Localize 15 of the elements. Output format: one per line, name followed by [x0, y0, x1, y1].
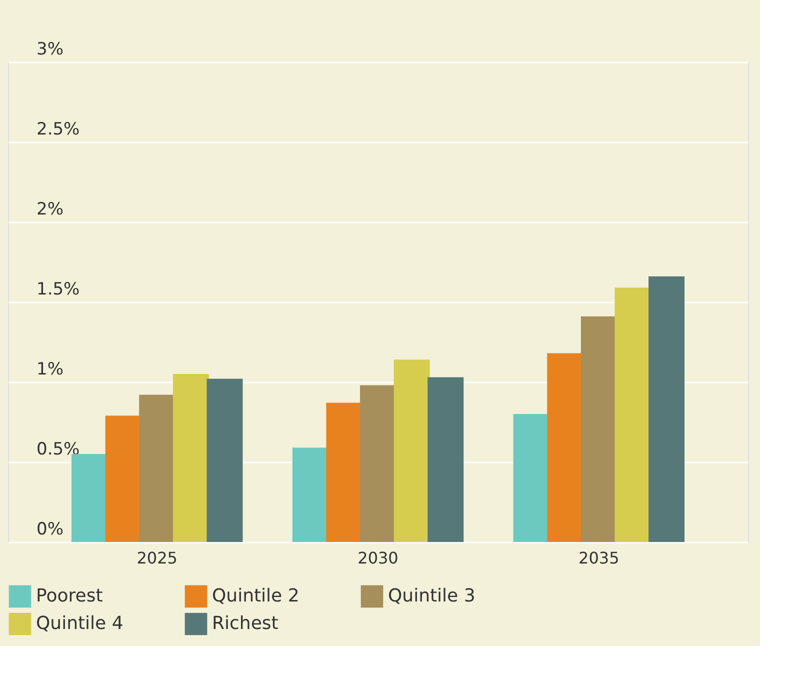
- y-tick-label: 1.5%: [36, 280, 80, 300]
- x-tick-label: 2025: [136, 548, 178, 568]
- legend-label: Poorest: [36, 585, 103, 606]
- x-tick-label: 2030: [358, 548, 398, 568]
- y-tick-label: 1%: [36, 360, 64, 380]
- y-tick-label: 3%: [36, 40, 64, 60]
- y-tick-label: 2.5%: [36, 120, 80, 140]
- y-tick-label: 2%: [36, 200, 64, 220]
- legend-label: Quintile 3: [388, 585, 476, 606]
- y-tick-label: 0%: [36, 520, 64, 540]
- legend-label: Quintile 4: [36, 613, 124, 634]
- legend-label: Richest: [212, 613, 278, 634]
- x-tick-label: 2035: [578, 548, 620, 568]
- y-tick-label: 0.5%: [36, 440, 80, 460]
- legend-label: Quintile 2: [212, 585, 300, 606]
